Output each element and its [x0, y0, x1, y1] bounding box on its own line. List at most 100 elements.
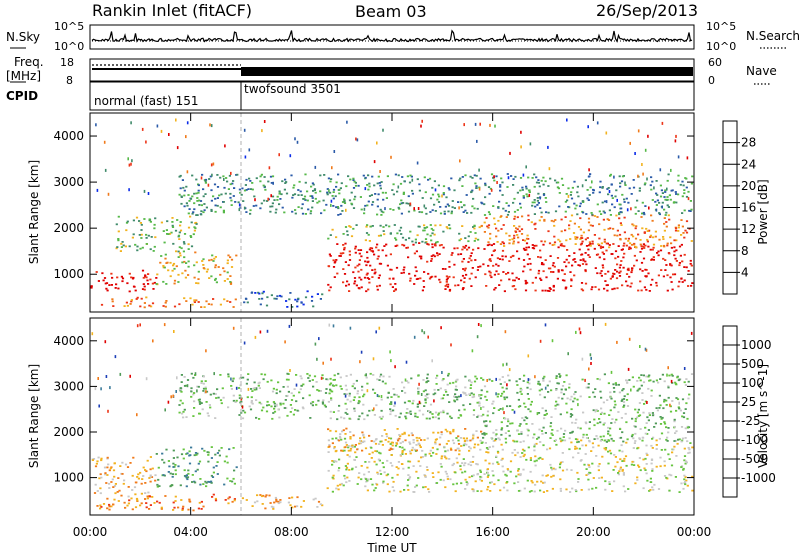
power-cell [389, 283, 392, 286]
velocity-cell [342, 484, 345, 487]
power-cell [124, 245, 127, 248]
power-cell [366, 261, 369, 264]
power-cell [449, 227, 452, 230]
velocity-cell [404, 391, 407, 394]
velocity-cell [617, 473, 620, 476]
power-cell [570, 191, 573, 194]
power-cell [179, 254, 182, 257]
velocity-cell [231, 500, 234, 503]
power-cell [584, 238, 587, 241]
power-cell [304, 181, 307, 184]
power-cell [489, 274, 492, 277]
power-cell [618, 217, 621, 220]
power-cell [370, 247, 374, 250]
power-cell [609, 173, 612, 176]
velocity-cell [558, 376, 561, 378]
velocity-cell [333, 446, 336, 448]
power-cell [477, 238, 480, 241]
power-cell [358, 259, 361, 261]
power-cell [371, 269, 374, 271]
velocity-cell [194, 452, 198, 454]
velocity-cell [272, 401, 275, 403]
power-cell [374, 271, 377, 274]
power-cell [370, 250, 373, 252]
power-cell [240, 193, 243, 196]
power-cell [379, 234, 382, 237]
power-cell [128, 163, 131, 167]
velocity-cell [680, 426, 684, 428]
velocity-cell [407, 434, 411, 437]
velocity-cell [452, 381, 455, 384]
velocity-cell [448, 401, 451, 403]
velocity-cell [530, 490, 533, 492]
velocity-cell [522, 468, 525, 471]
velocity-cell [653, 426, 656, 428]
velocity-cell [533, 449, 536, 452]
power-cell [378, 274, 381, 277]
velocity-cell [196, 452, 199, 455]
velocity-cell [566, 397, 569, 400]
velocity-cell [294, 505, 297, 508]
power-cell [659, 184, 662, 187]
velocity-cell [633, 464, 636, 466]
power-cell [668, 218, 671, 221]
power-cell [685, 195, 689, 198]
power-cell [628, 246, 631, 249]
power-cell [556, 186, 559, 189]
velocity-cell [613, 400, 616, 403]
power-cell [641, 163, 643, 166]
power-cell [524, 279, 527, 282]
power-cell [684, 177, 687, 179]
power-cell [531, 204, 534, 207]
power-cell [542, 193, 546, 195]
velocity-cell [620, 400, 623, 402]
velocity-cell [457, 447, 460, 450]
velocity-cell [491, 402, 494, 405]
velocity-cell [388, 449, 391, 451]
velocity-cell [331, 442, 334, 445]
velocity-cell [595, 435, 598, 437]
velocity-cell [464, 488, 467, 490]
power-cell [353, 280, 357, 283]
velocity-cell [550, 389, 553, 392]
velocity-cell [645, 348, 648, 352]
power-cell [219, 273, 222, 276]
power-cell [542, 176, 545, 179]
velocity-cell [373, 460, 376, 463]
velocity-cell [378, 326, 381, 330]
power-cell [576, 236, 579, 239]
velocity-cell [631, 433, 634, 436]
velocity-cell [289, 504, 292, 507]
velocity-cell [483, 432, 486, 434]
velocity-cell [604, 488, 607, 491]
power-cell [627, 201, 630, 204]
power-cell [355, 224, 358, 226]
power-cell [258, 298, 261, 300]
power-cell [132, 276, 135, 279]
velocity-cell [200, 508, 203, 510]
velocity-cell [533, 490, 536, 493]
velocity-cell [339, 376, 342, 379]
velocity-cell [507, 430, 510, 432]
power-cell [438, 278, 441, 281]
velocity-cell [615, 384, 618, 386]
power-cell [388, 277, 391, 280]
power-cell [618, 233, 622, 236]
power-cell [472, 197, 475, 200]
velocity-cell [472, 433, 475, 436]
power-cell [122, 244, 125, 247]
power-cell [634, 245, 637, 248]
power-cell [179, 174, 182, 177]
power-cell [611, 203, 614, 206]
power-cell [484, 273, 487, 276]
velocity-cell [560, 427, 563, 430]
x-axis-label: Time UT [366, 541, 417, 554]
velocity-cell [659, 378, 662, 380]
velocity-cell [482, 406, 485, 408]
power-cell [140, 297, 143, 300]
power-cell [612, 243, 615, 245]
velocity-cell [261, 503, 264, 505]
velocity-cell [636, 479, 639, 481]
velocity-cell [150, 476, 154, 478]
power-cell [232, 195, 235, 197]
